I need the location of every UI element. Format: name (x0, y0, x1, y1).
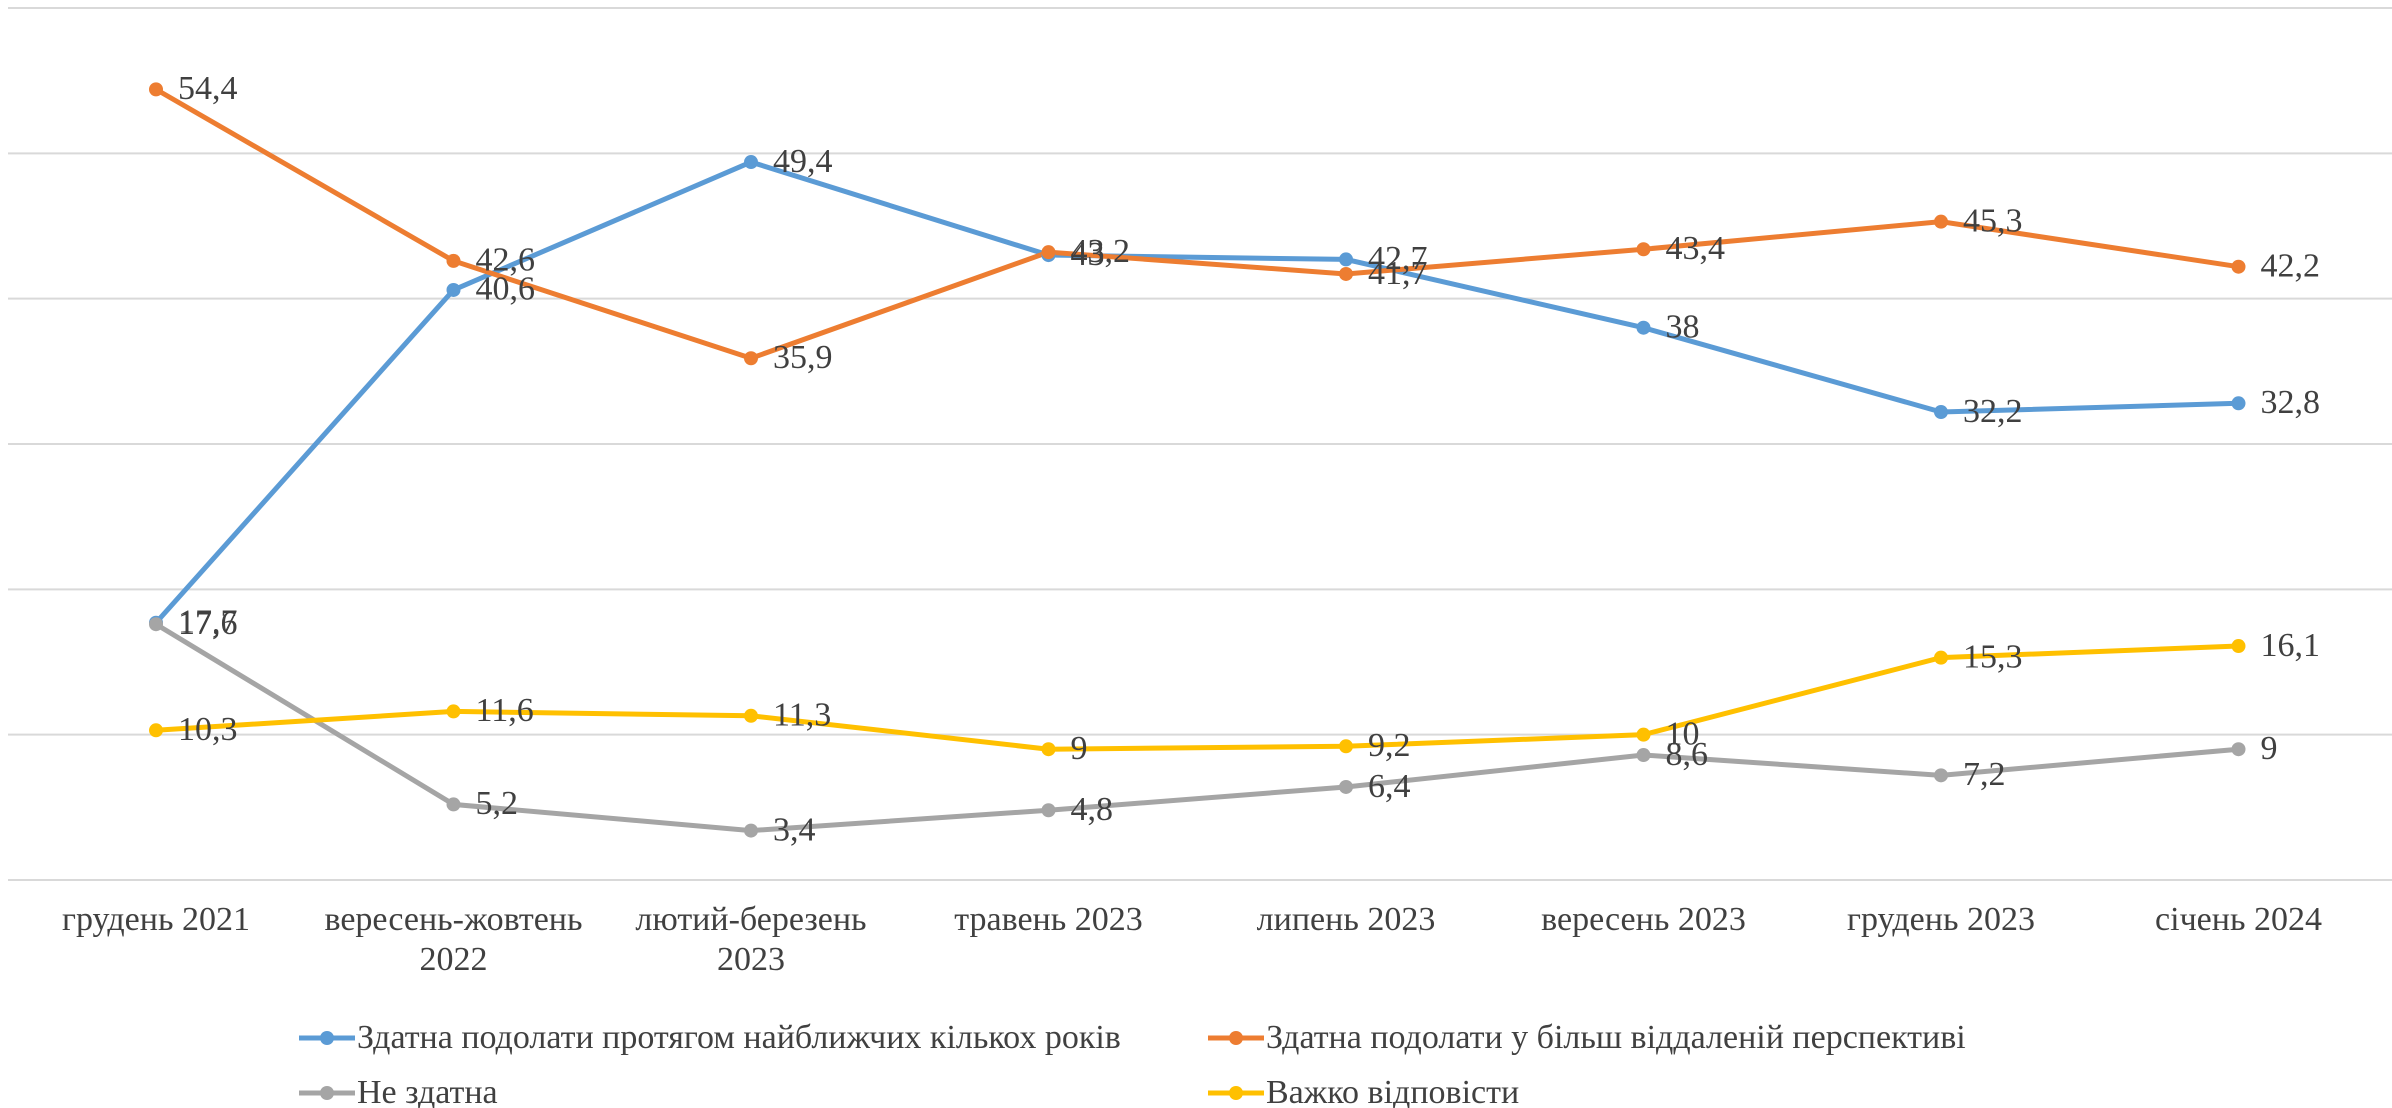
point (2231, 259, 2246, 274)
data-label: 9,2 (1368, 727, 1411, 764)
point (1636, 727, 1651, 742)
x-tick-label: лютий-березень 2023 (635, 901, 867, 978)
data-label: 43 (1071, 236, 1105, 273)
series-line (154, 159, 2239, 625)
x-tick-label: січень 2024 (2155, 901, 2322, 938)
data-label: 10,3 (178, 711, 238, 748)
data-label: 40,6 (476, 271, 536, 308)
legend-label: Здатна подолати у більш віддаленій персп… (1266, 1019, 1966, 1056)
data-label: 42,7 (1368, 240, 1428, 277)
point (446, 797, 461, 812)
data-label: 32,2 (1963, 393, 2023, 430)
data-label: 54,4 (178, 70, 238, 107)
point (1339, 739, 1353, 754)
point (1041, 803, 1056, 818)
legend-item: Здатна подолати протягом найближчих кіль… (299, 1019, 1121, 1056)
point (1934, 768, 1948, 783)
data-label: 41,7 (1368, 255, 1428, 292)
point (744, 823, 758, 838)
point (1934, 405, 1948, 420)
point (1636, 242, 1651, 257)
point (1041, 245, 1056, 260)
point (1339, 266, 1353, 281)
point (149, 723, 163, 738)
data-label: 32,8 (2261, 384, 2321, 421)
data-label: 15,3 (1963, 638, 2023, 675)
series-line (155, 643, 2239, 752)
data-label: 43,2 (1071, 233, 1131, 270)
data-label: 6,4 (1368, 768, 1411, 805)
legend-item: Важко відповісти (1208, 1074, 1519, 1108)
legend-label: Здатна подолати протягом найближчих кіль… (357, 1019, 1121, 1056)
data-label: 9 (1071, 730, 1088, 767)
legend-item: Здатна подолати у більш віддаленій персп… (1208, 1019, 1966, 1056)
data-label: 17,6 (178, 605, 238, 642)
series-line (154, 87, 2239, 361)
point (446, 253, 461, 268)
data-label: 11,6 (476, 692, 534, 729)
data-label: 38 (1666, 309, 1700, 346)
data-label: 35,9 (773, 339, 833, 376)
point (149, 82, 163, 97)
legend-label: Не здатна (357, 1074, 498, 1108)
point (1934, 650, 1948, 665)
point (744, 351, 758, 366)
point (1636, 748, 1651, 763)
data-label: 16,1 (2261, 627, 2321, 664)
point (1339, 252, 1353, 267)
data-label: 11,3 (773, 697, 831, 734)
x-tick-label: грудень 2023 (1847, 901, 2035, 938)
data-label: 42,6 (476, 242, 536, 279)
data-label: 45,3 (1963, 202, 2023, 239)
data-label: 42,2 (2261, 247, 2321, 284)
series-line (154, 622, 2239, 834)
x-tick-label: вересень 2023 (1541, 901, 1746, 938)
x-tick-label: липень 2023 (1256, 901, 1436, 938)
point (1636, 320, 1651, 335)
x-tick-label: травень 2023 (954, 901, 1143, 938)
legend-marker (1229, 1031, 1243, 1045)
legend-label: Важко відповісти (1266, 1074, 1519, 1108)
data-label: 49,4 (773, 143, 833, 180)
data-label: 7,2 (1963, 756, 2006, 793)
legend-marker (1229, 1086, 1243, 1100)
point (2231, 639, 2246, 654)
point (744, 155, 758, 170)
data-label: 17,7 (178, 604, 238, 641)
data-label: 8,6 (1666, 736, 1709, 773)
data-label: 5,2 (476, 785, 519, 822)
point (1934, 214, 1948, 229)
point (2231, 742, 2246, 757)
point (446, 704, 461, 719)
point (446, 282, 461, 297)
data-label: 9 (2261, 730, 2278, 767)
legend-marker (320, 1031, 334, 1045)
data-label: 43,4 (1666, 230, 1726, 267)
point (1041, 742, 1056, 757)
data-label: 10 (1666, 715, 1700, 752)
point (1339, 779, 1353, 794)
x-tick-label: вересень-жовтень 2022 (324, 901, 583, 978)
legend-item: Не здатна (299, 1074, 498, 1108)
legend-marker (320, 1086, 334, 1100)
point (149, 617, 163, 632)
data-label: 4,8 (1071, 791, 1114, 828)
data-label: 3,4 (773, 811, 816, 848)
point (744, 708, 758, 723)
x-tick-label: грудень 2021 (62, 901, 250, 938)
point (2231, 396, 2246, 411)
